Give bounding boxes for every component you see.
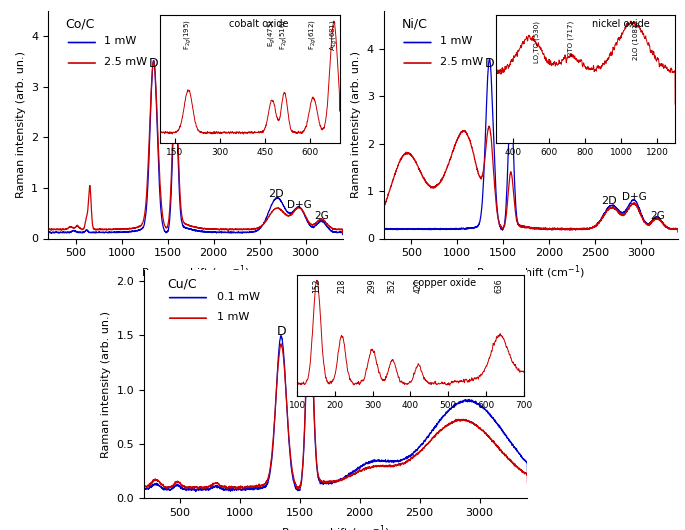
Text: 2.5 mW: 2.5 mW [104, 57, 147, 67]
Y-axis label: Raman intensity (arb. un.): Raman intensity (arb. un.) [101, 311, 111, 458]
X-axis label: Raman shift (cm$^{-1}$): Raman shift (cm$^{-1}$) [140, 264, 250, 281]
Text: 2G: 2G [650, 210, 665, 220]
Text: 2D: 2D [464, 373, 482, 386]
Text: 1 mW: 1 mW [216, 312, 249, 322]
Text: 2D: 2D [269, 189, 284, 199]
Y-axis label: Raman intensity (arb. un.): Raman intensity (arb. un.) [351, 51, 361, 198]
Text: G: G [306, 297, 315, 310]
Text: 2.5 mW: 2.5 mW [440, 57, 483, 67]
Y-axis label: Raman intensity (arb. un.): Raman intensity (arb. un.) [16, 51, 25, 198]
Text: G: G [171, 91, 181, 104]
Text: Co/C: Co/C [66, 17, 95, 30]
Text: Cu/C: Cu/C [167, 277, 197, 290]
Text: 2D: 2D [601, 196, 617, 206]
Text: D: D [485, 57, 495, 69]
Text: 1 mW: 1 mW [440, 37, 472, 46]
Text: D: D [276, 325, 286, 339]
X-axis label: Raman shift (cm$^{-1}$): Raman shift (cm$^{-1}$) [476, 264, 586, 281]
Text: 1 mW: 1 mW [104, 37, 136, 46]
Text: 0.1 mW: 0.1 mW [216, 292, 260, 302]
Text: Ni/C: Ni/C [401, 17, 427, 30]
Text: D+G: D+G [287, 200, 312, 210]
Text: 2G: 2G [314, 211, 329, 221]
Text: G: G [507, 96, 516, 110]
Text: D+G: D+G [621, 191, 647, 201]
X-axis label: Raman shift (cm$^{-1}$): Raman shift (cm$^{-1}$) [281, 524, 390, 530]
Text: D: D [149, 57, 158, 70]
